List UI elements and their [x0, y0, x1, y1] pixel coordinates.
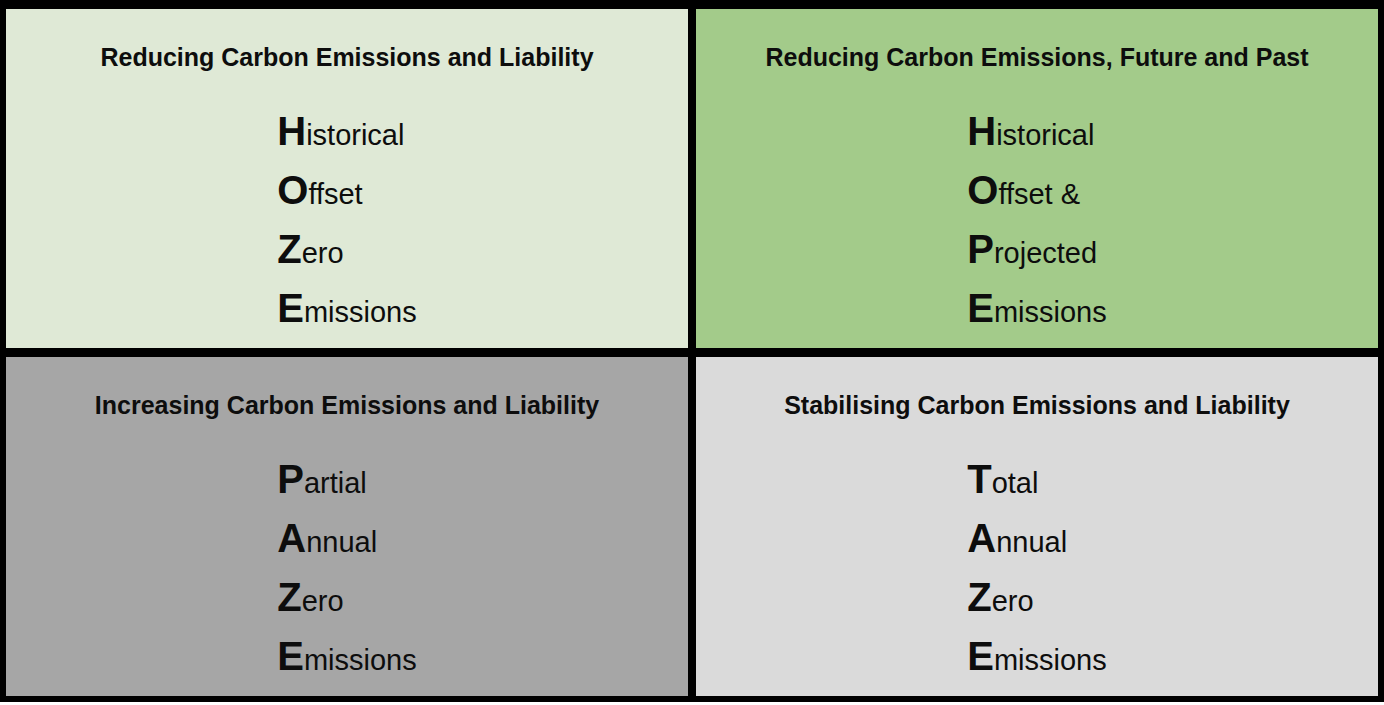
- acronym-rest: nnual: [306, 526, 377, 558]
- acronym-line: Emissions: [277, 631, 417, 690]
- acronym-initial: Z: [967, 575, 991, 619]
- acronym-rest: istorical: [996, 119, 1094, 151]
- acronym-line: Zero: [967, 572, 1107, 631]
- acronym-initial: E: [967, 634, 994, 678]
- quadrant-hope: Reducing Carbon Emissions, Future and Pa…: [696, 9, 1378, 348]
- carbon-emissions-quadrant-diagram: Reducing Carbon Emissions and Liability …: [0, 0, 1384, 705]
- quadrant-title: Stabilising Carbon Emissions and Liabili…: [784, 390, 1290, 421]
- acronym-line: Offset: [277, 165, 417, 224]
- acronym-initial: H: [277, 109, 306, 153]
- acronym-line: Total: [967, 454, 1107, 513]
- quadrant-title: Reducing Carbon Emissions, Future and Pa…: [765, 42, 1308, 73]
- acronym-line: Projected: [967, 224, 1107, 283]
- acronym-initial: Z: [277, 227, 301, 271]
- acronym-initial: T: [967, 457, 991, 501]
- acronym-rest: ffset &: [998, 178, 1080, 210]
- quadrant-grid: Reducing Carbon Emissions and Liability …: [6, 9, 1378, 696]
- acronym-initial: Z: [277, 575, 301, 619]
- quadrant-title: Increasing Carbon Emissions and Liabilit…: [95, 390, 599, 421]
- acronym-line: Historical: [967, 106, 1107, 165]
- acronym-line: Emissions: [967, 631, 1107, 690]
- acronym-initial: O: [967, 168, 998, 212]
- quadrant-paze: Increasing Carbon Emissions and Liabilit…: [6, 357, 688, 696]
- acronym-rest: missions: [994, 644, 1107, 676]
- acronym-paze: Partial Annual Zero Emissions: [277, 454, 417, 690]
- acronym-line: Annual: [967, 513, 1107, 572]
- acronym-line: Historical: [277, 106, 417, 165]
- acronym-rest: artial: [304, 467, 367, 499]
- acronym-initial: A: [277, 516, 306, 560]
- acronym-rest: nnual: [996, 526, 1067, 558]
- acronym-line: Annual: [277, 513, 417, 572]
- acronym-rest: missions: [994, 296, 1107, 328]
- acronym-taze: Total Annual Zero Emissions: [967, 454, 1107, 690]
- acronym-rest: missions: [304, 296, 417, 328]
- acronym-initial: O: [277, 168, 308, 212]
- acronym-initial: P: [967, 227, 994, 271]
- diagram-frame: Reducing Carbon Emissions and Liability …: [0, 0, 1384, 702]
- acronym-line: Emissions: [967, 283, 1107, 342]
- quadrant-taze: Stabilising Carbon Emissions and Liabili…: [696, 357, 1378, 696]
- acronym-rest: ffset: [308, 178, 362, 210]
- acronym-initial: E: [277, 286, 304, 330]
- acronym-line: Zero: [277, 224, 417, 283]
- acronym-hope: Historical Offset & Projected Emissions: [967, 106, 1107, 342]
- acronym-line: Offset &: [967, 165, 1107, 224]
- acronym-rest: istorical: [306, 119, 404, 151]
- acronym-rest: rojected: [994, 237, 1097, 269]
- quadrant-hoze: Reducing Carbon Emissions and Liability …: [6, 9, 688, 348]
- acronym-line: Emissions: [277, 283, 417, 342]
- acronym-initial: E: [967, 286, 994, 330]
- quadrant-title: Reducing Carbon Emissions and Liability: [100, 42, 593, 73]
- acronym-initial: E: [277, 634, 304, 678]
- acronym-rest: ero: [302, 585, 344, 617]
- acronym-initial: H: [967, 109, 996, 153]
- acronym-rest: missions: [304, 644, 417, 676]
- acronym-rest: ero: [992, 585, 1034, 617]
- acronym-initial: P: [277, 457, 304, 501]
- acronym-line: Zero: [277, 572, 417, 631]
- acronym-rest: otal: [992, 467, 1039, 499]
- acronym-initial: A: [967, 516, 996, 560]
- acronym-rest: ero: [302, 237, 344, 269]
- acronym-line: Partial: [277, 454, 417, 513]
- acronym-hoze: Historical Offset Zero Emissions: [277, 106, 417, 342]
